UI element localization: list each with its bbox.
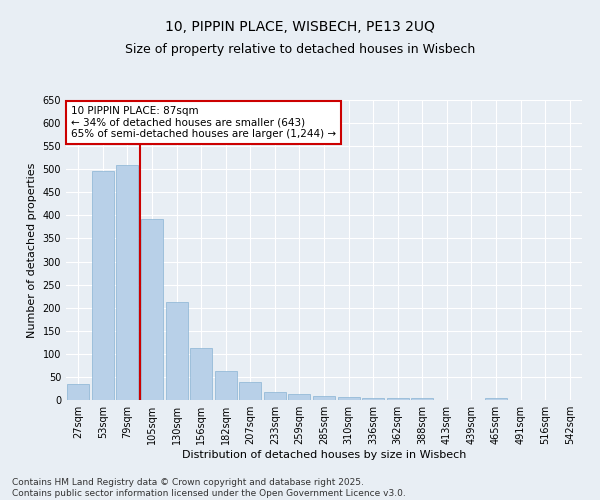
Text: Contains HM Land Registry data © Crown copyright and database right 2025.
Contai: Contains HM Land Registry data © Crown c…: [12, 478, 406, 498]
Text: 10 PIPPIN PLACE: 87sqm
← 34% of detached houses are smaller (643)
65% of semi-de: 10 PIPPIN PLACE: 87sqm ← 34% of detached…: [71, 106, 336, 139]
Bar: [338, 397, 359, 400]
Bar: [386, 398, 409, 400]
Bar: [411, 398, 433, 400]
Bar: [239, 382, 262, 400]
Bar: [67, 384, 89, 400]
Text: Size of property relative to detached houses in Wisbech: Size of property relative to detached ho…: [125, 42, 475, 56]
Y-axis label: Number of detached properties: Number of detached properties: [27, 162, 37, 338]
Bar: [116, 164, 139, 400]
Bar: [289, 394, 310, 400]
Bar: [166, 302, 188, 400]
Bar: [92, 170, 114, 400]
Bar: [264, 392, 286, 400]
Bar: [141, 218, 163, 400]
Bar: [362, 398, 384, 400]
Text: 10, PIPPIN PLACE, WISBECH, PE13 2UQ: 10, PIPPIN PLACE, WISBECH, PE13 2UQ: [165, 20, 435, 34]
Bar: [485, 398, 507, 400]
Bar: [313, 396, 335, 400]
Bar: [215, 371, 237, 400]
X-axis label: Distribution of detached houses by size in Wisbech: Distribution of detached houses by size …: [182, 450, 466, 460]
Bar: [190, 348, 212, 400]
